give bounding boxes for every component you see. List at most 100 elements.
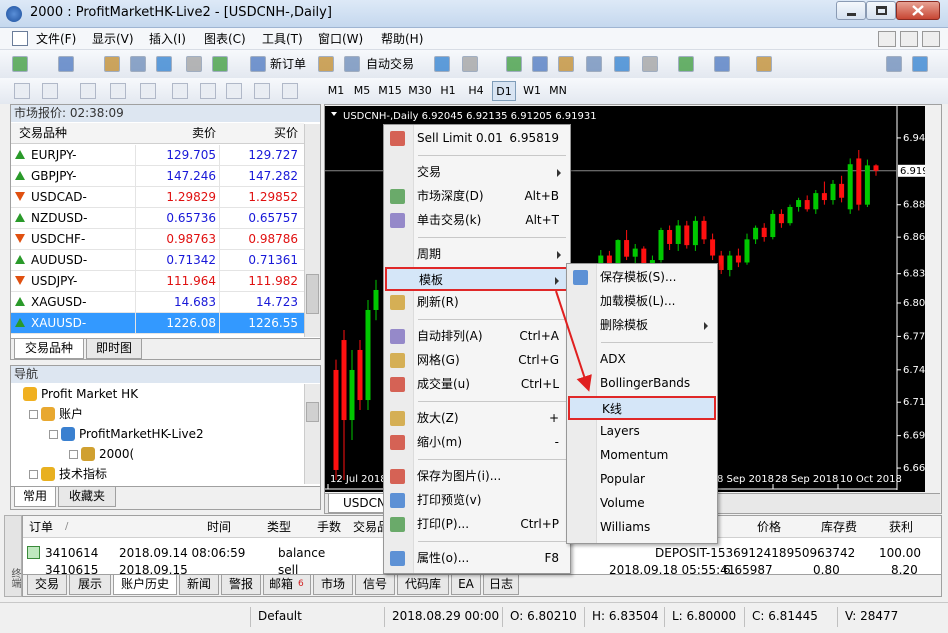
menu-item[interactable]: 插入(I) <box>149 32 186 46</box>
toolbar-icon[interactable] <box>226 83 242 99</box>
toolbar-icon[interactable] <box>714 56 730 72</box>
toolbar-icon[interactable] <box>140 83 156 99</box>
timeframe-button[interactable]: H1 <box>440 84 456 97</box>
menu-item[interactable]: 刷新(R) <box>385 291 569 315</box>
quote-row[interactable]: USDJPY- 111.964 111.982 <box>11 271 304 292</box>
menu-item[interactable]: 单击交易(k) Alt+T <box>385 209 569 233</box>
quote-row[interactable]: NZDUSD- 0.65736 0.65757 <box>11 208 304 229</box>
menu-item[interactable]: BollingerBands <box>568 372 716 396</box>
timeframe-button[interactable]: M15 <box>378 84 402 97</box>
menu-item[interactable]: 显示(V) <box>92 32 134 46</box>
toolbar-icon[interactable] <box>80 83 96 99</box>
toolbar-icon[interactable] <box>14 83 30 99</box>
menu-item[interactable]: 属性(o)... F8 <box>385 547 569 571</box>
menu-item[interactable]: 打印预览(v) <box>385 489 569 513</box>
tree-toggle[interactable] <box>29 470 38 479</box>
menu-item[interactable]: 工具(T) <box>262 32 303 46</box>
timeframe-button[interactable]: H4 <box>468 84 484 97</box>
toolbar-icon[interactable] <box>250 56 266 72</box>
menu-item[interactable]: 周期 <box>385 243 569 267</box>
menu-item[interactable]: 图表(C) <box>204 32 246 46</box>
scrollbar[interactable] <box>304 124 320 337</box>
maximize-button[interactable] <box>866 1 896 20</box>
menu-item[interactable]: Williams <box>568 516 716 540</box>
terminal-tab[interactable]: 日志 <box>483 575 519 595</box>
toolbar-icon[interactable] <box>756 56 772 72</box>
terminal-tab[interactable]: 新闻 <box>179 575 219 595</box>
menu-item[interactable]: Sell Limit 0.01 6.95819 <box>385 127 569 151</box>
toolbar-icon[interactable] <box>434 56 450 72</box>
tree-toggle[interactable] <box>69 450 78 459</box>
auto-trade-button[interactable]: 自动交易 <box>366 57 415 71</box>
toolbar-icon[interactable] <box>212 56 228 72</box>
quote-row[interactable]: GBPJPY- 147.246 147.282 <box>11 166 304 187</box>
toolbar-icon[interactable] <box>200 83 216 99</box>
menu-item[interactable]: 保存模板(S)... <box>568 266 716 290</box>
terminal-tab[interactable]: 账户历史 <box>113 575 177 595</box>
toolbar-icon[interactable] <box>886 56 902 72</box>
quote-row[interactable]: XAGUSD- 14.683 14.723 <box>11 292 304 313</box>
terminal-tab[interactable]: 市场 <box>313 575 353 595</box>
menu-item[interactable]: 缩小(m) - <box>385 431 569 455</box>
toolbar-icon[interactable] <box>318 56 334 72</box>
terminal-tab[interactable]: 信号 <box>355 575 395 595</box>
menu-item[interactable]: Volume <box>568 492 716 516</box>
scrollbar[interactable] <box>304 384 320 484</box>
panel-tab[interactable]: 常用 <box>14 487 56 507</box>
timeframe-button[interactable]: W1 <box>523 84 541 97</box>
toolbar-icon[interactable] <box>586 56 602 72</box>
menu-item[interactable]: 加载模板(L)... <box>568 290 716 314</box>
menu-item[interactable]: ADX <box>568 348 716 372</box>
menu-item[interactable]: 自动排列(A) Ctrl+A <box>385 325 569 349</box>
quote-row[interactable]: AUDUSD- 0.71342 0.71361 <box>11 250 304 271</box>
toolbar-icon[interactable] <box>282 83 298 99</box>
menu-item[interactable]: Momentum <box>568 444 716 468</box>
toolbar-icon[interactable] <box>254 83 270 99</box>
terminal-tab[interactable]: EA <box>451 575 481 595</box>
terminal-tab[interactable]: 展示 <box>69 575 111 595</box>
toolbar-icon[interactable] <box>42 83 58 99</box>
menu-item[interactable]: 删除模板 <box>568 314 716 338</box>
terminal-tab[interactable]: 交易 <box>27 575 67 595</box>
tree-item[interactable]: 2000( <box>99 447 135 461</box>
panel-tab[interactable]: 交易品种 <box>14 339 84 359</box>
menu-item[interactable]: 保存为图片(i)... <box>385 465 569 489</box>
menu-item[interactable]: 文件(F) <box>36 32 77 46</box>
tree-item[interactable]: Profit Market HK <box>41 387 139 401</box>
toolbar-icon[interactable] <box>614 56 630 72</box>
menu-item[interactable]: 打印(P)... Ctrl+P <box>385 513 569 537</box>
toolbar-icon[interactable] <box>558 56 574 72</box>
toolbar-icon[interactable] <box>532 56 548 72</box>
close-button[interactable] <box>896 1 940 20</box>
toolbar-icon[interactable] <box>186 56 202 72</box>
new-order-button[interactable]: 新订单 <box>270 57 307 71</box>
panel-tab[interactable]: 收藏夹 <box>58 487 116 507</box>
tree-item[interactable]: 技术指标 <box>59 467 108 481</box>
tree-toggle[interactable] <box>49 430 58 439</box>
menu-item[interactable]: 交易 <box>385 161 569 185</box>
toolbar-icon[interactable] <box>912 56 928 72</box>
toolbar-icon[interactable] <box>130 56 146 72</box>
menu-item[interactable]: 成交量(u) Ctrl+L <box>385 373 569 397</box>
menu-item[interactable]: Popular <box>568 468 716 492</box>
toolbar-icon[interactable] <box>678 56 694 72</box>
chart-tab[interactable]: USDCN <box>328 494 398 513</box>
toolbar-icon[interactable] <box>156 56 172 72</box>
panel-tab[interactable]: 即时图 <box>86 339 142 359</box>
quote-row[interactable]: XAUUSD- 1226.08 1226.55 <box>11 313 304 334</box>
toolbar-icon[interactable] <box>110 83 126 99</box>
minimize-button[interactable] <box>836 1 866 20</box>
tree-item[interactable]: ProfitMarketHK-Live2 <box>79 427 204 441</box>
menu-item[interactable]: 放大(Z) + <box>385 407 569 431</box>
timeframe-button[interactable]: D1 <box>492 81 516 101</box>
menu-item[interactable]: 市场深度(D) Alt+B <box>385 185 569 209</box>
menu-item[interactable]: K线 <box>568 396 716 420</box>
toolbar-icon[interactable] <box>172 83 188 99</box>
menu-item[interactable]: 网格(G) Ctrl+G <box>385 349 569 373</box>
menu-item[interactable]: 窗口(W) <box>318 32 364 46</box>
timeframe-button[interactable]: M5 <box>353 84 371 97</box>
tree-toggle[interactable] <box>29 410 38 419</box>
toolbar-icon[interactable] <box>506 56 522 72</box>
toolbar-icon[interactable] <box>58 56 74 72</box>
menu-item[interactable]: Layers <box>568 420 716 444</box>
